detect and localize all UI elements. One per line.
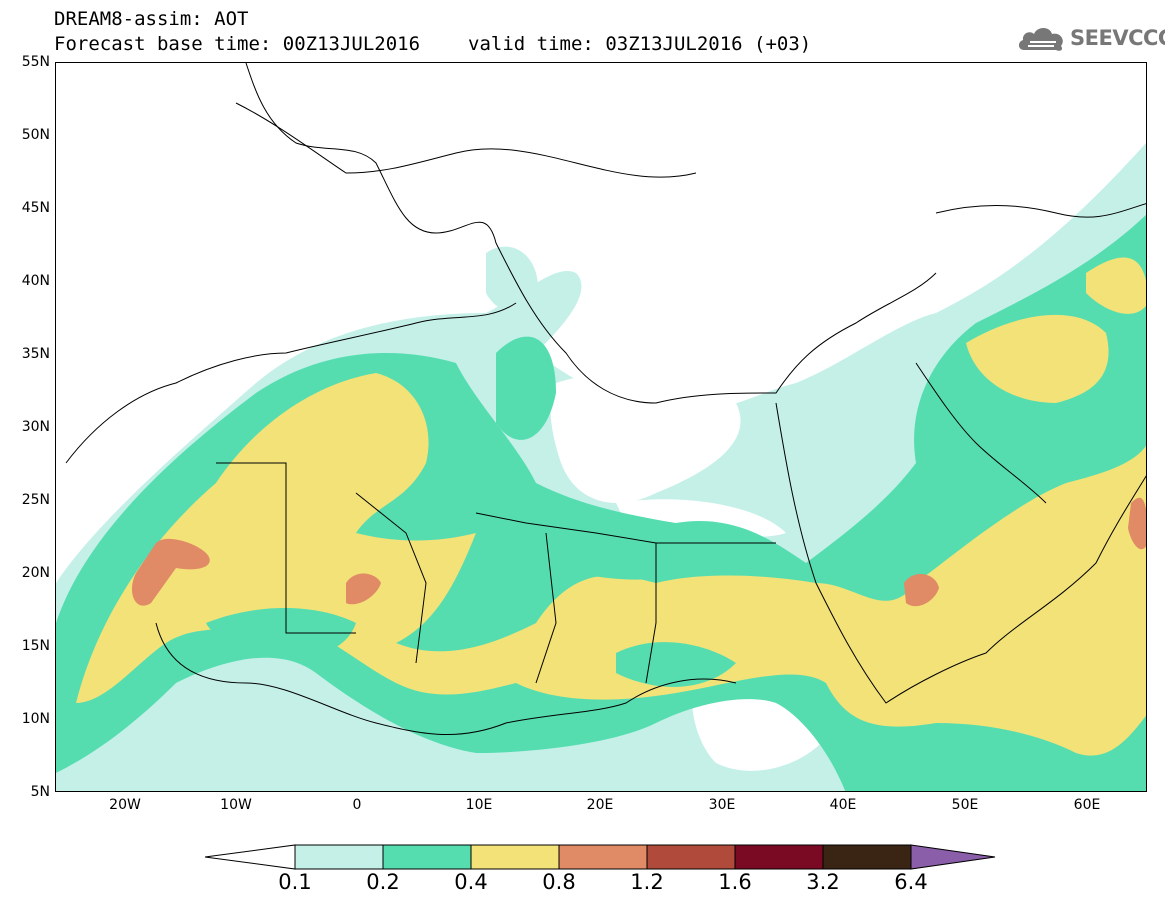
colorbar-box bbox=[646, 844, 736, 870]
map-canvas bbox=[56, 63, 1146, 791]
map-title: DREAM8-assim: AOT bbox=[54, 8, 249, 30]
colorbar-box bbox=[294, 844, 384, 870]
legend-label: 0.2 bbox=[366, 870, 400, 894]
colorbar-right-arrow bbox=[910, 844, 996, 870]
aot-region-0.8c bbox=[904, 573, 939, 607]
lon-label: 10W bbox=[220, 797, 252, 813]
lon-label: 40E bbox=[829, 797, 857, 813]
aot-map bbox=[55, 62, 1147, 792]
lon-label: 50E bbox=[951, 797, 979, 813]
lon-label: 10E bbox=[465, 797, 493, 813]
colorbar-box bbox=[382, 844, 472, 870]
aot-clear-area bbox=[550, 372, 741, 503]
colorbar-box bbox=[470, 844, 560, 870]
aot-band-green-3 bbox=[616, 642, 736, 687]
lat-label: 25N bbox=[21, 492, 50, 508]
lat-label: 15N bbox=[21, 638, 50, 654]
lat-label: 30N bbox=[21, 419, 50, 435]
time-info: Forecast base time: 00Z13JUL2016 valid ti… bbox=[54, 33, 811, 55]
colorbar-left-arrow bbox=[205, 844, 296, 870]
lon-label: 60E bbox=[1073, 797, 1101, 813]
aot-region-0.4 bbox=[76, 373, 1146, 756]
legend-label: 1.2 bbox=[630, 870, 664, 894]
legend-label: 3.2 bbox=[806, 870, 840, 894]
lat-label: 55N bbox=[21, 54, 50, 70]
aot-band-green bbox=[206, 608, 356, 657]
colorbar-box bbox=[822, 844, 912, 870]
logo-text: SEEVCCC bbox=[1070, 26, 1165, 50]
legend-label: 6.4 bbox=[894, 870, 928, 894]
aot-region-0.8d bbox=[1128, 497, 1146, 550]
legend-label: 0.4 bbox=[454, 870, 488, 894]
lat-label: 35N bbox=[21, 346, 50, 362]
seevccc-logo: SEEVCCC bbox=[1016, 20, 1165, 56]
aot-region-0.2b bbox=[496, 336, 556, 440]
legend-label: 1.6 bbox=[718, 870, 752, 894]
aot-region-0.4c bbox=[1086, 257, 1146, 314]
colorbar-box bbox=[734, 844, 824, 870]
lon-label: 20W bbox=[109, 797, 141, 813]
lat-label: 20N bbox=[21, 565, 50, 581]
aot-band-green-2 bbox=[576, 548, 696, 580]
lon-label: 0 bbox=[352, 797, 362, 813]
lat-label: 50N bbox=[21, 127, 50, 143]
colorbar-box bbox=[558, 844, 648, 870]
legend-label: 0.8 bbox=[542, 870, 576, 894]
lon-label: 30E bbox=[708, 797, 736, 813]
lat-label: 45N bbox=[21, 200, 50, 216]
aot-region-0.4b bbox=[966, 314, 1109, 403]
valid-time: valid time: 03Z13JUL2016 (+03) bbox=[468, 33, 812, 55]
lat-label: 5N bbox=[30, 784, 50, 800]
lat-label: 40N bbox=[21, 273, 50, 289]
coastlines bbox=[65, 63, 1146, 736]
aot-region-0.1b bbox=[486, 246, 538, 314]
aot-region-0.8 bbox=[131, 538, 210, 606]
aot-region-0.8b bbox=[346, 573, 381, 605]
colorbar bbox=[205, 844, 996, 870]
lat-label: 10N bbox=[21, 711, 50, 727]
legend-label: 0.1 bbox=[278, 870, 312, 894]
cloud-icon bbox=[1018, 28, 1063, 51]
base-time: Forecast base time: 00Z13JUL2016 bbox=[54, 33, 421, 55]
lon-label: 20E bbox=[586, 797, 614, 813]
